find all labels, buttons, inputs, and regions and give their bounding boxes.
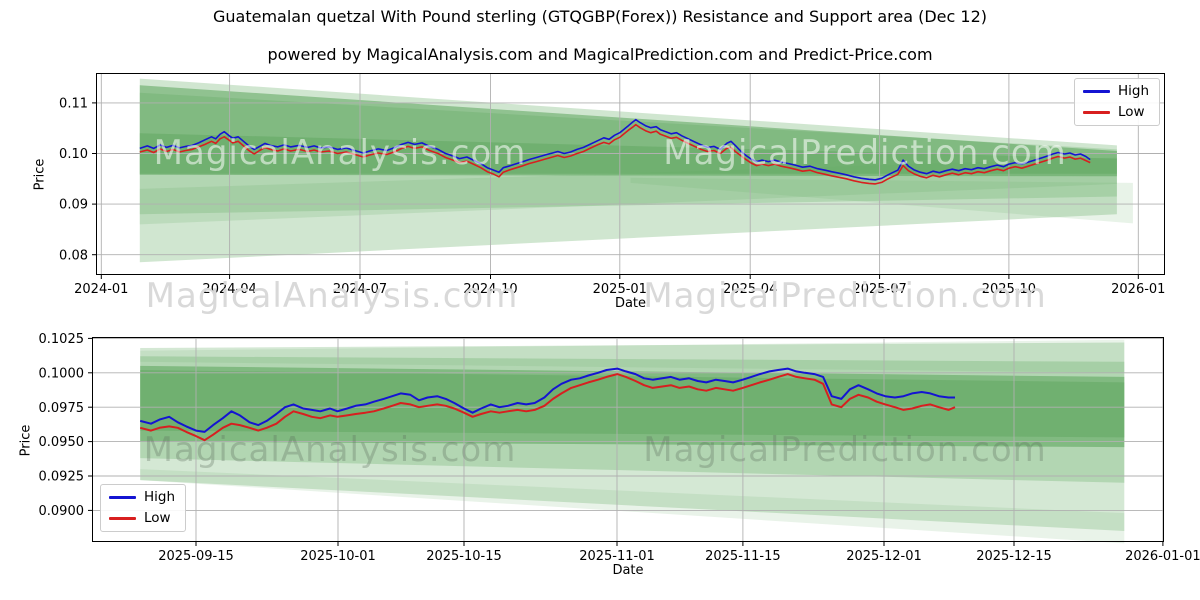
x-tick-label: 2024-07: [333, 282, 387, 297]
y-tick-label: 0.08: [59, 248, 88, 263]
y-tick-label: 0.1025: [39, 332, 85, 347]
x-tick-label: 2025-10: [982, 282, 1036, 297]
x-tick-label: 2025-11-15: [705, 549, 781, 564]
x-tick-label: 2024-10: [463, 282, 517, 297]
bottom-legend-item-low: Low: [109, 511, 175, 526]
y-tick-label: 0.0950: [39, 435, 85, 450]
support-resistance-band: [140, 365, 1125, 448]
bottom-legend-item-high: High: [109, 490, 175, 505]
top-legend-high-label: High: [1118, 83, 1150, 99]
high-line: [139, 118, 1091, 181]
x-tick-label: 2026-01-01: [1125, 549, 1200, 564]
high-line: [139, 367, 955, 433]
y-tick-label: 0.09: [59, 198, 88, 213]
bottom-x-axis-label: Date: [612, 563, 644, 578]
bottom-chart-plot: 2025-09-15 2025-10-01 2025-10-15 2025-11-01…: [39, 332, 1200, 564]
top-x-axis-label: Date: [614, 296, 647, 311]
high-line-swatch: [1083, 90, 1110, 93]
high-line-swatch: [109, 496, 136, 499]
x-tick-label: 2025-10-15: [426, 549, 502, 564]
x-tick-label: 2026-01: [1111, 282, 1165, 297]
x-tick-label: 2025-12-15: [976, 549, 1052, 564]
bottom-legend-high-label: High: [144, 489, 176, 505]
x-tick-label: 2024-01: [74, 282, 128, 297]
low-line: [139, 373, 956, 442]
support-resistance-band: [140, 469, 1125, 544]
top-y-axis-label: Price: [32, 158, 48, 191]
low-line-swatch: [109, 517, 136, 520]
support-resistance-band: [140, 339, 1125, 373]
chart-title: Guatemalan quetzal With Pound sterling (…: [212, 7, 988, 26]
bottom-y-axis-label: Price: [18, 424, 34, 457]
chart-subtitle: powered by MagicalAnalysis.com and Magic…: [267, 45, 933, 64]
plot-border: [96, 73, 1165, 275]
x-tick-label: 2025-07: [852, 282, 906, 297]
top-chart-plot: 2024-01 2024-04 2024-07 2024-10 2025-01 2025-…: [59, 73, 1165, 297]
x-tick-label: 2025-09-15: [158, 549, 234, 564]
y-tick-label: 0.11: [59, 96, 88, 111]
support-resistance-band: [139, 157, 1117, 225]
x-tick-label: 2025-04: [723, 282, 777, 297]
x-tick-label: 2025-10-01: [300, 549, 376, 564]
x-tick-label: 2025-11-01: [579, 549, 655, 564]
low-line: [139, 123, 1091, 185]
top-legend-low-label: Low: [1118, 104, 1145, 120]
x-tick-label: 2025-01: [593, 282, 647, 297]
y-tick-label: 0.0900: [39, 504, 85, 519]
low-line-swatch: [1083, 111, 1110, 114]
support-resistance-band: [630, 177, 1133, 224]
y-tick-label: 0.1000: [39, 366, 85, 381]
top-legend-item-high: High: [1083, 84, 1149, 99]
bottom-legend-low-label: Low: [144, 510, 171, 526]
top-legend-item-low: Low: [1083, 105, 1149, 120]
y-tick-label: 0.0975: [39, 401, 85, 416]
y-tick-label: 0.10: [59, 147, 88, 162]
support-resistance-band: [140, 370, 1125, 438]
plot-border: [92, 337, 1164, 542]
y-tick-label: 0.0925: [39, 470, 85, 485]
bottom-legend: High Low: [100, 484, 187, 532]
top-legend: High Low: [1074, 78, 1161, 126]
x-tick-label: 2025-12-01: [846, 549, 922, 564]
x-tick-label: 2024-04: [202, 282, 256, 297]
